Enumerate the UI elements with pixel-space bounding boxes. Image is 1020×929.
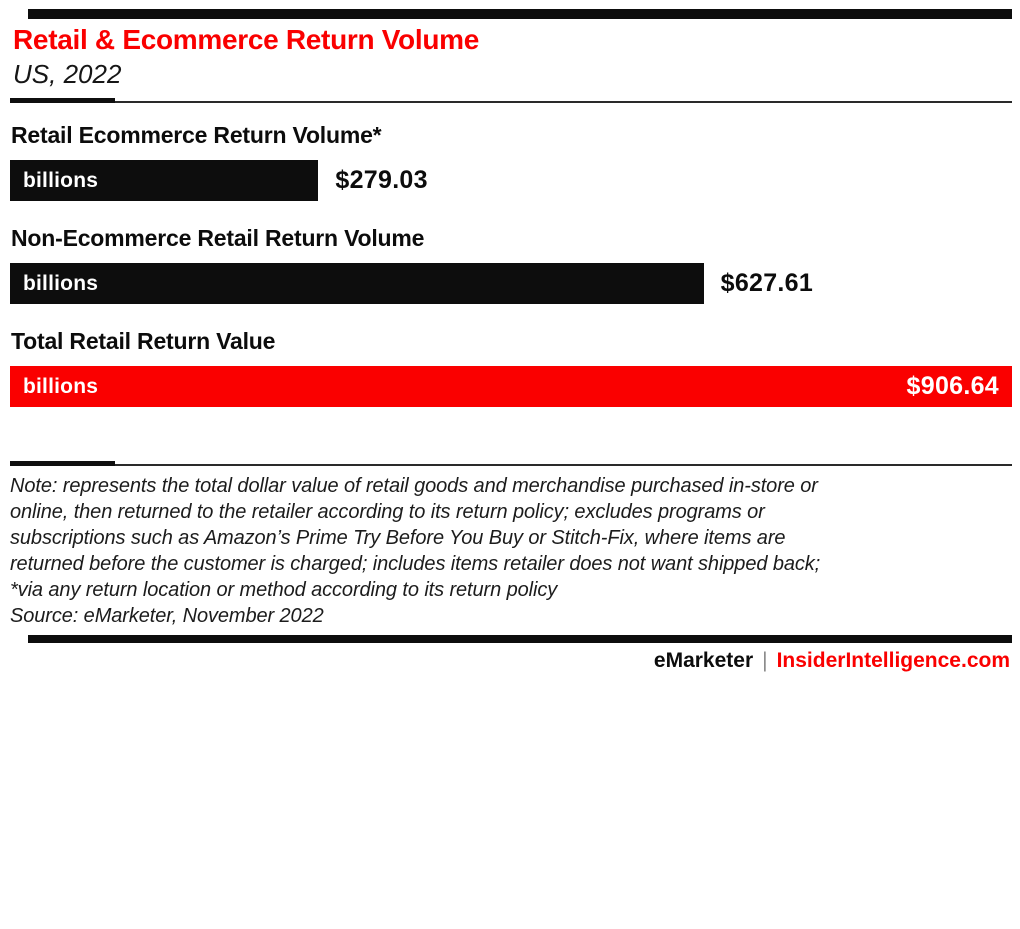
bars-section: Retail Ecommerce Return Volume* billions… <box>10 122 1012 407</box>
bar-unit-label: billions <box>23 168 99 192</box>
note-divider <box>10 461 1012 466</box>
bar: billions <box>10 263 704 304</box>
bar: billions <box>10 160 319 201</box>
header-divider <box>10 98 1012 103</box>
metric-title: Retail Ecommerce Return Volume* <box>11 122 382 148</box>
note-section: Note: represents the total dollar value … <box>10 473 1012 629</box>
metric-block: Retail Ecommerce Return Volume* billions… <box>10 122 1012 201</box>
bar-unit-label: billions <box>23 374 99 398</box>
metric-title: Non-Ecommerce Retail Return Volume <box>11 225 425 251</box>
bar-value-outside: $279.03 <box>335 166 428 194</box>
note-line: *via any return location or method accor… <box>10 579 558 601</box>
chart-title: Retail & Ecommerce Return Volume <box>13 24 480 55</box>
divider-line <box>10 101 1012 103</box>
metric-title: Total Retail Return Value <box>11 328 276 354</box>
note-line: subscriptions such as Amazon’s Prime Try… <box>10 527 786 549</box>
note-line: returned before the customer is charged;… <box>10 553 821 575</box>
bar-row: billions $627.61 <box>10 263 1012 304</box>
emarketer-logo-text: eMarketer <box>653 649 754 672</box>
bar-row: billions $906.64 <box>10 366 1012 407</box>
note-line: online, then returned to the retailer ac… <box>10 501 765 523</box>
metric-block: Total Retail Return Value billions $906.… <box>10 328 1012 407</box>
top-rule <box>28 9 1012 19</box>
source-line: Source: eMarketer, November 2022 <box>10 605 324 627</box>
footer-brand: eMarketer | InsiderIntelligence.com <box>10 647 1012 675</box>
chart-page: Retail & Ecommerce Return Volume US, 202… <box>0 9 1020 929</box>
metric-block: Non-Ecommerce Retail Return Volume billi… <box>10 225 1012 304</box>
bar: billions $906.64 <box>10 366 1012 407</box>
note-line: Note: represents the total dollar value … <box>10 475 818 497</box>
divider-line <box>10 464 1012 466</box>
divider-thick-segment <box>10 98 115 103</box>
divider-thick-segment <box>10 461 115 466</box>
footer-rule <box>28 635 1012 643</box>
brand-separator-pipe: | <box>762 649 768 672</box>
bar-row: billions $279.03 <box>10 160 1012 201</box>
note-lines: Note: represents the total dollar value … <box>10 473 1012 603</box>
insider-intelligence-link-text: InsiderIntelligence.com <box>776 649 1010 672</box>
bar-value-inside: $906.64 <box>906 372 999 400</box>
chart-subtitle: US, 2022 <box>13 59 122 89</box>
bar-unit-label: billions <box>23 271 99 295</box>
bar-value-outside: $627.61 <box>720 269 814 297</box>
